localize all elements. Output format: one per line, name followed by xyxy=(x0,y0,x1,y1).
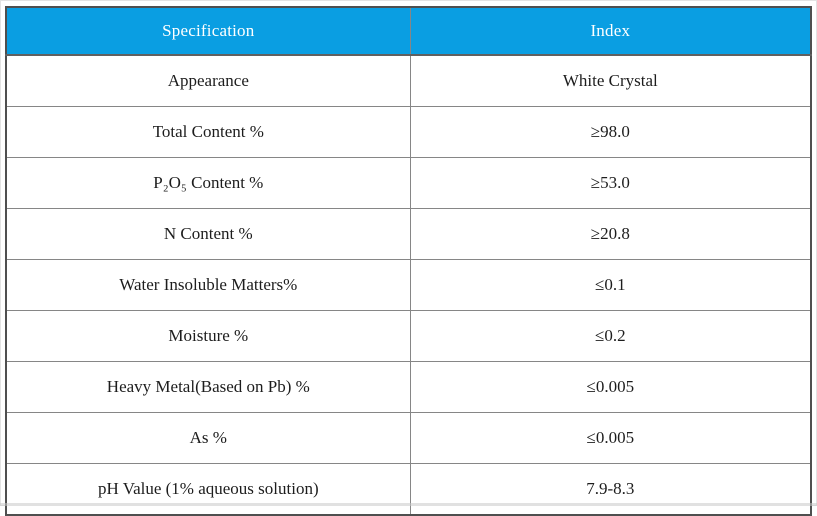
index-cell: ≥53.0 xyxy=(409,157,812,209)
spec-cell: N Content % xyxy=(5,208,411,260)
image-bottom-edge xyxy=(0,503,817,506)
index-cell: ≤0.005 xyxy=(409,412,812,464)
table-row: As % ≤0.005 xyxy=(5,412,812,464)
index-cell: ≤0.2 xyxy=(409,310,812,362)
header-specification: Specification xyxy=(5,6,411,56)
table-row: Appearance White Crystal xyxy=(5,54,812,107)
spec-index-table: Specification Index Appearance White Crys… xyxy=(5,6,812,516)
table-row: Moisture % ≤0.2 xyxy=(5,310,812,362)
index-cell: 7.9-8.3 xyxy=(409,463,812,516)
table-row: P₂O₅ Content % ≥53.0 xyxy=(5,157,812,209)
spec-cell: Heavy Metal(Based on Pb) % xyxy=(5,361,411,413)
spec-cell: P₂O₅ Content % xyxy=(5,157,411,209)
spec-cell: Moisture % xyxy=(5,310,411,362)
spec-cell: Water Insoluble Matters% xyxy=(5,259,411,311)
index-cell: ≥98.0 xyxy=(409,106,812,158)
table-row: Heavy Metal(Based on Pb) % ≤0.005 xyxy=(5,361,812,413)
table-row: Total Content % ≥98.0 xyxy=(5,106,812,158)
spec-cell: Appearance xyxy=(5,54,411,107)
table-row: pH Value (1% aqueous solution) 7.9-8.3 xyxy=(5,463,812,516)
header-row: Specification Index xyxy=(5,6,812,56)
index-cell: ≤0.005 xyxy=(409,361,812,413)
index-cell: ≤0.1 xyxy=(409,259,812,311)
spec-cell: As % xyxy=(5,412,411,464)
table-row: N Content % ≥20.8 xyxy=(5,208,812,260)
index-cell: White Crystal xyxy=(409,54,812,107)
spec-cell: Total Content % xyxy=(5,106,411,158)
index-cell: ≥20.8 xyxy=(409,208,812,260)
specification-table: Specification Index Appearance White Crys… xyxy=(5,6,812,516)
spec-cell: pH Value (1% aqueous solution) xyxy=(5,463,411,516)
table-row: Water Insoluble Matters% ≤0.1 xyxy=(5,259,812,311)
header-index: Index xyxy=(409,6,812,56)
